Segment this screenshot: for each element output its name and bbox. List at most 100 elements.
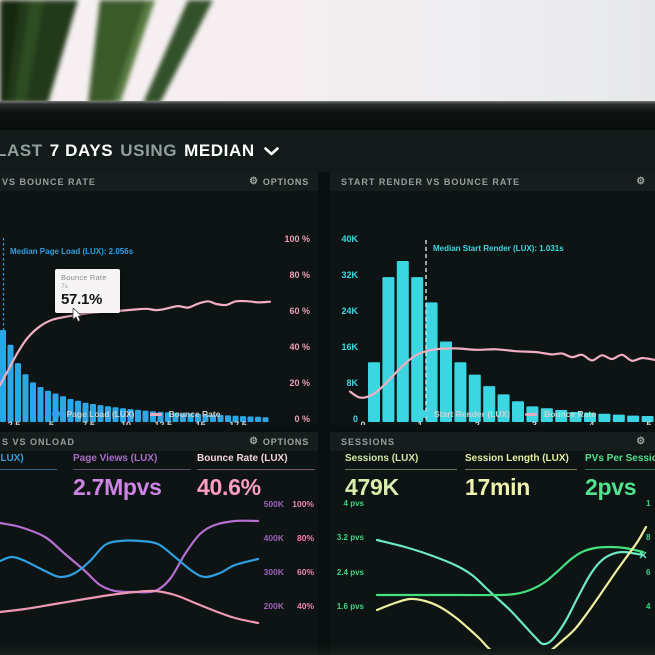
legend-series-label: Start Render (LUX) [433,409,511,419]
metric-label: PVs Per Session [585,453,655,464]
metric-underline [465,469,577,470]
metric-underline [197,469,315,470]
axis-label: 500K [263,499,284,509]
metric-value: 2pvs [585,474,637,500]
timeframe-word-days: 7 DAYS [49,141,114,160]
axis-label: 4 pvs [343,499,364,508]
axis-label: 4 [646,601,651,611]
sessions-chart[interactable] [360,497,655,649]
gear-icon: ⚙ [249,435,259,447]
plant-leaves [0,0,213,103]
metric-value: 40.6% [197,474,261,500]
panel-header: VS BOUNCE RATE ⚙ OPTIONS [0,172,318,191]
panel-title: START RENDER VS BOUNCE RATE [341,176,521,187]
axis-label: 80 % [289,270,310,280]
metric-lux: (LUX) [0,453,57,474]
metric-value: 2.7Mpvs [73,474,162,500]
screen-bottom-glow [0,645,655,655]
metric-underline [345,469,457,470]
metric-session-length: Session Length (LUX) 17min [465,453,577,501]
onload-chart[interactable] [0,499,260,644]
axis-label: 17.5 [229,420,247,425]
axis-label: 7.5 [82,420,95,425]
metric-underline [585,469,655,470]
axis-label: 32K [341,270,358,280]
options-button[interactable]: ⚙ [636,175,646,187]
sessions-axis: 40K 32K 24K 16K 8K 0 [332,234,358,424]
axis-label: 4 [589,420,595,425]
axis-label: 0 [352,414,358,424]
mouse-cursor [72,308,83,322]
legend-series-label: Page Load (LUX) [66,409,135,419]
axis-label: 400K [263,533,284,543]
axis-label: 40 % [289,342,310,352]
axis-label: 15 [195,420,206,425]
metric-label: (LUX) [0,453,24,464]
metric-label: Bounce Rate (LUX) [197,453,288,464]
page-load-legend[interactable]: Page Load (LUX) Bounce Rate [0,409,272,419]
panel-title: SESSIONS [341,436,396,447]
timeframe-word-last: LAST [0,141,43,160]
axis-label: 8 [646,533,651,543]
tooltip-title: Bounce Rate [61,273,107,282]
metric-value: 17min [465,474,530,500]
axis-label: 40K [341,234,358,244]
panel-title: VS BOUNCE RATE [2,176,96,187]
axis-label: 2 [474,420,480,425]
axis-label: 16K [341,342,358,352]
gear-icon: ⚙ [636,435,646,447]
timeframe-dropdown[interactable]: LAST 7 DAYS USING MEDIAN [0,141,279,161]
axis-label: 100 % [284,234,310,244]
axis-label: 60 % [289,306,310,316]
page-load-x-axis: 2.5 5 7.5 10 12.5 15 17.5 [0,420,252,425]
tooltip-value: 57.1% [61,291,103,308]
axis-label: 5 [48,420,54,425]
monitor-bezel [0,101,655,132]
axis-label: 1.6 pvs [336,601,364,611]
dashboard-header: LAST 7 DAYS USING MEDIAN [0,130,655,172]
axis-label: 5 [646,420,652,425]
axis-label: 20 % [289,378,310,388]
legend-line-label: Bounce Rate [544,409,596,419]
panel-page-load-vs-bounce-rate: VS BOUNCE RATE ⚙ OPTIONS Median Page Loa… [0,172,318,425]
options-button[interactable]: ⚙ OPTIONS [249,435,309,447]
metric-value: 479K [345,474,399,500]
axis-label: 60% [296,567,314,577]
axis-label: 300K [263,567,284,577]
axis-label: 2.4 pvs [336,567,364,577]
timeframe-word-median: MEDIAN [184,141,255,160]
timeframe-word-using: USING [120,141,178,160]
gear-icon: ⚙ [636,175,646,187]
photo-background [0,0,655,103]
series-dot-icon [51,410,60,418]
bounce-rate-axis: 100 % 80 % 60 % 40 % 20 % 0 % [270,234,310,424]
series-line-icon [525,412,538,416]
start-render-chart[interactable] [330,236,655,425]
series-line-icon [149,412,162,416]
axis-label: 1 [417,420,423,425]
panel-header: S VS ONLOAD ⚙ OPTIONS [0,432,318,451]
metric-page-views: Page Views (LUX) 2.7Mpvs [73,453,191,501]
axis-label: 40% [296,601,314,611]
axis-label: 100% [292,499,314,509]
panel-header: SESSIONS ⚙ [330,432,655,451]
start-render-legend[interactable]: Start Render (LUX) Bounce Rate [360,409,655,419]
page-views-axis: 500K 400K 300K 200K [256,499,284,611]
pvs-axis: 4 pvs 3.2 pvs 2.4 pvs 1.6 pvs [332,499,364,611]
metric-pvs-per-session: PVs Per Session 2pvs [585,453,655,501]
axis-label: 3.2 pvs [336,533,364,543]
percent-axis: 100% 80% 60% 40% [288,499,314,611]
axis-label: 2.5 [7,420,21,425]
panel-title: S VS ONLOAD [2,436,76,447]
options-button[interactable]: ⚙ [636,435,646,447]
axis-label: 1 [646,499,651,508]
axis-label: 24K [341,306,358,316]
median-page-load-annotation: Median Page Load (LUX): 2.056s [10,247,134,256]
page-load-chart[interactable] [0,236,272,425]
axis-label: 12.5 [154,420,173,425]
options-label: OPTIONS [262,176,309,187]
axis-label: 80% [296,533,314,543]
panel-vs-onload: S VS ONLOAD ⚙ OPTIONS (LUX) Page Views (… [0,432,318,655]
options-button[interactable]: ⚙ OPTIONS [249,176,309,187]
dashboard-screen: LAST 7 DAYS USING MEDIAN VS BOUNCE RATE … [0,130,655,655]
